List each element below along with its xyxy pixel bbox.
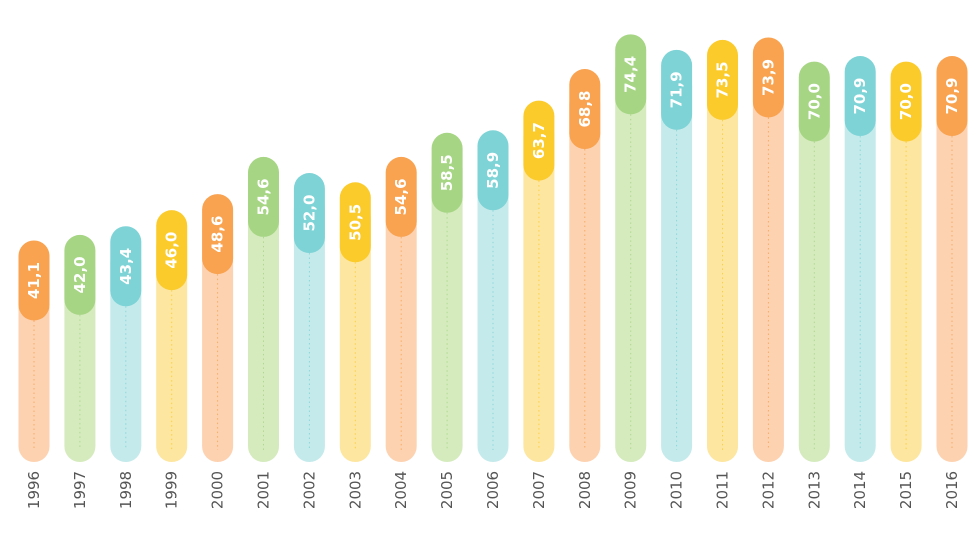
value-pill-2012 <box>752 37 784 118</box>
x-tick-1997: 1997 <box>71 471 89 509</box>
value-label-2008: 68,8 <box>576 91 594 128</box>
value-pill-2014 <box>844 56 876 137</box>
value-pill-2001 <box>248 156 279 237</box>
value-labels-layer: 41,1 42,0 43,4 46,0 48,6 54,6 52,0 50,5 54,6 58,5… <box>18 34 968 321</box>
value-pill-2005 <box>431 132 463 213</box>
x-tick-2011: 2011 <box>714 471 732 509</box>
bar-2011 <box>707 59 738 463</box>
bar-2007 <box>523 120 555 463</box>
value-pill-2008 <box>569 69 601 150</box>
value-pill-1998 <box>110 226 142 307</box>
x-tick-2010: 2010 <box>668 471 686 509</box>
value-label-1996: 41,1 <box>25 262 43 299</box>
x-tick-1999: 1999 <box>163 471 181 509</box>
bar-2009 <box>615 54 647 462</box>
x-tick-2001: 2001 <box>255 471 273 509</box>
x-axis-tick-labels: 1996 1997 1998 1999 2000 2001 2002 2003 2004 2005… <box>25 471 961 509</box>
value-label-2007: 63,7 <box>530 122 548 159</box>
value-label-1997: 42,0 <box>71 256 89 293</box>
value-label-2001: 54,6 <box>255 178 273 215</box>
x-tick-2014: 2014 <box>851 471 869 509</box>
value-pill-2009 <box>615 34 647 115</box>
value-pill-2000 <box>202 194 234 275</box>
value-pill-1997 <box>64 234 96 315</box>
value-label-2012: 73,9 <box>759 59 777 96</box>
value-label-2006: 58,9 <box>484 152 502 189</box>
bar-2001 <box>248 176 279 462</box>
value-pill-2015 <box>890 61 922 142</box>
value-pill-2011 <box>707 39 738 120</box>
x-tick-2002: 2002 <box>300 471 318 509</box>
value-pill-2004 <box>385 156 417 237</box>
value-label-1999: 46,0 <box>163 232 181 269</box>
value-label-2013: 70,0 <box>805 83 823 120</box>
x-tick-2015: 2015 <box>897 471 915 509</box>
value-pill-1999 <box>156 210 188 291</box>
value-label-2003: 50,5 <box>346 204 364 241</box>
x-tick-1998: 1998 <box>117 471 135 509</box>
bar-2004 <box>385 176 417 462</box>
bar-2013 <box>798 81 830 462</box>
value-label-2005: 58,5 <box>438 154 456 191</box>
value-pill-1996 <box>18 240 50 321</box>
value-label-2000: 48,6 <box>209 216 227 253</box>
x-tick-2003: 2003 <box>346 471 364 509</box>
bar-2012 <box>752 57 784 463</box>
bar-1999 <box>156 230 188 462</box>
value-pill-2010 <box>661 49 693 130</box>
x-tick-2000: 2000 <box>209 471 227 509</box>
value-label-2004: 54,6 <box>392 178 410 215</box>
value-label-2016: 70,9 <box>943 78 961 115</box>
value-label-1998: 43,4 <box>117 248 135 285</box>
x-tick-2008: 2008 <box>576 471 594 509</box>
x-tick-1996: 1996 <box>25 471 43 509</box>
value-label-2014: 70,9 <box>851 78 869 115</box>
bar-2002 <box>293 193 325 462</box>
x-tick-2005: 2005 <box>438 471 456 509</box>
x-tick-2016: 2016 <box>943 471 961 509</box>
value-pill-2007 <box>523 100 555 181</box>
value-label-2011: 73,5 <box>714 61 732 98</box>
value-label-2009: 74,4 <box>622 56 640 93</box>
x-tick-2006: 2006 <box>484 471 502 509</box>
x-tick-2013: 2013 <box>805 471 823 509</box>
value-pill-2002 <box>293 173 325 254</box>
value-pill-2013 <box>798 61 830 142</box>
x-tick-2009: 2009 <box>622 471 640 509</box>
bar-2003 <box>339 202 371 462</box>
bar-2015 <box>890 81 922 462</box>
value-pill-2016 <box>936 56 968 137</box>
bar-2016 <box>936 76 968 463</box>
value-label-2010: 71,9 <box>668 71 686 108</box>
value-pill-2006 <box>477 130 509 211</box>
x-tick-2012: 2012 <box>759 471 777 509</box>
bar-2014 <box>844 76 876 463</box>
value-pill-2003 <box>339 182 371 263</box>
value-label-2015: 70,0 <box>897 83 915 120</box>
value-label-2002: 52,0 <box>300 195 318 232</box>
x-tick-2007: 2007 <box>530 471 548 509</box>
x-tick-2004: 2004 <box>392 471 410 509</box>
